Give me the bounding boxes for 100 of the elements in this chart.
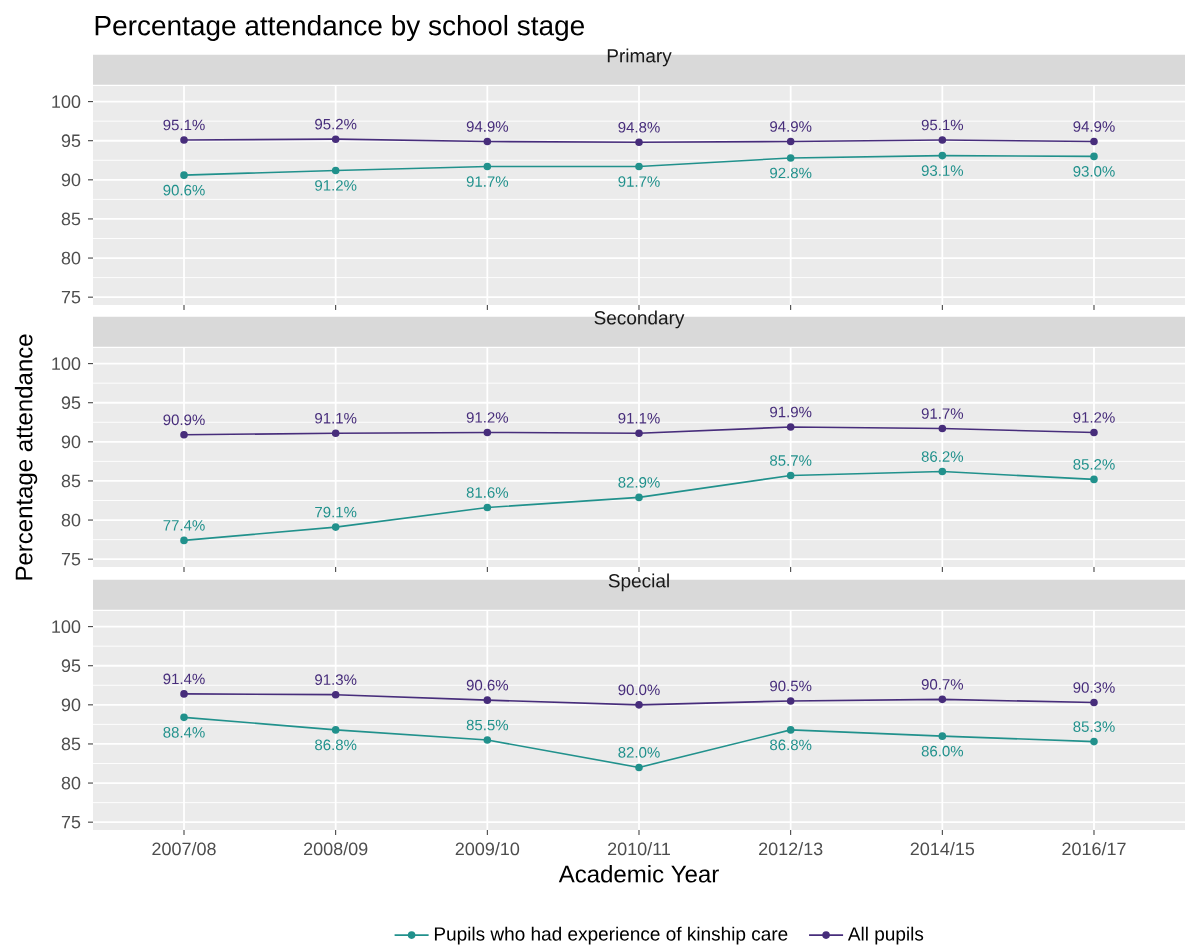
point [635,138,643,146]
x-tick-label: 2016/17 [1062,841,1126,856]
data-label: 91.4% [163,673,205,684]
y-tick-label: 95 [61,396,81,409]
point [786,153,795,162]
point [1090,698,1098,707]
data-label: 95.1% [163,119,205,131]
x-tick-label: 2012/13 [759,841,823,856]
point [483,137,492,146]
point [635,162,643,171]
point [331,725,340,734]
x-tick-label: 2009/10 [455,841,520,856]
data-label: 90.6% [466,679,509,691]
data-label: 77.4% [163,519,205,531]
point [180,135,188,144]
legend-label: Pupils who had experience of kinship care [434,926,788,945]
point [1090,137,1098,146]
point [635,493,643,501]
point [483,428,492,437]
y-tick-label: 80 [61,251,81,265]
chart-title: Percentage attendance by school stage [95,14,584,41]
data-label: 90.0% [618,684,660,695]
point [1090,152,1098,160]
point [938,135,947,144]
data-label: 82.9% [618,476,660,488]
point [786,422,795,431]
data-label: 93.1% [921,165,964,176]
data-label: 86.8% [770,739,812,750]
data-label: 92.8% [770,167,812,179]
data-label: 93.0% [1073,165,1115,177]
point [938,467,947,476]
point [331,166,340,175]
y-tick-label: 75 [61,552,81,566]
x-tick-label: 2014/15 [910,841,975,856]
y-tick-label: 90 [61,435,81,449]
x-tick-label: 2007/08 [152,841,216,856]
data-label: 91.3% [315,674,357,685]
point [635,763,643,771]
point [1090,737,1098,746]
y-tick-label: 85 [61,474,81,488]
point [786,471,795,480]
y-tick-label: 95 [61,134,81,147]
y-tick-label: 100 [52,95,81,108]
point [938,424,947,433]
data-label: 91.2% [466,411,509,423]
chart-subtitle: Primary [607,48,672,67]
point [938,732,947,740]
x-tick-label: 2008/09 [304,841,368,856]
point [180,536,188,544]
point [483,162,492,171]
data-label: 91.7% [921,408,964,419]
chart-subtitle: Special [608,573,669,592]
y-tick-label: 100 [52,357,81,370]
data-label: 94.8% [618,121,660,133]
y-tick-label: 80 [61,776,81,790]
data-label: 90.6% [163,184,205,196]
x-tick-label: 2010/11 [608,841,670,856]
data-label: 91.7% [466,176,509,187]
y-tick-label: 95 [61,659,81,672]
y-tick-label: 75 [61,815,81,829]
y-tick-label: 90 [61,173,81,187]
point [786,137,795,146]
data-label: 90.9% [163,414,205,425]
point [180,689,188,698]
legend-label: All pupils [847,926,924,945]
data-label: 91.2% [315,179,357,191]
data-label: 88.4% [163,726,205,738]
data-label: 94.9% [770,120,812,132]
point [635,429,643,437]
data-label: 79.1% [315,506,357,518]
point [938,695,947,703]
point [483,503,492,512]
point [331,135,340,143]
data-label: 86.2% [921,451,964,462]
point [1090,428,1098,437]
data-label: 94.9% [466,120,509,132]
point [180,430,188,439]
data-label: 85.5% [466,719,509,731]
data-label: 90.3% [1073,681,1115,693]
y-tick-label: 100 [52,620,81,633]
point [786,696,795,705]
point [483,736,492,744]
data-label: 91.1% [618,412,660,424]
y-tick-label: 90 [61,698,81,712]
data-label: 85.2% [1073,458,1115,470]
point [483,696,492,704]
point [331,429,340,437]
data-label: 91.9% [770,406,812,418]
data-label: 86.8% [315,739,357,750]
x-axis-title: Academic Year [558,864,719,883]
data-label: 86.0% [921,745,964,757]
point [180,171,188,179]
point [1090,475,1098,483]
point [180,713,188,721]
data-label: 95.2% [315,118,357,130]
y-tick-label: 80 [61,513,81,527]
data-label: 85.3% [1073,721,1115,732]
point [331,690,340,699]
data-label: 95.1% [921,119,964,131]
data-label: 82.0% [618,746,660,758]
